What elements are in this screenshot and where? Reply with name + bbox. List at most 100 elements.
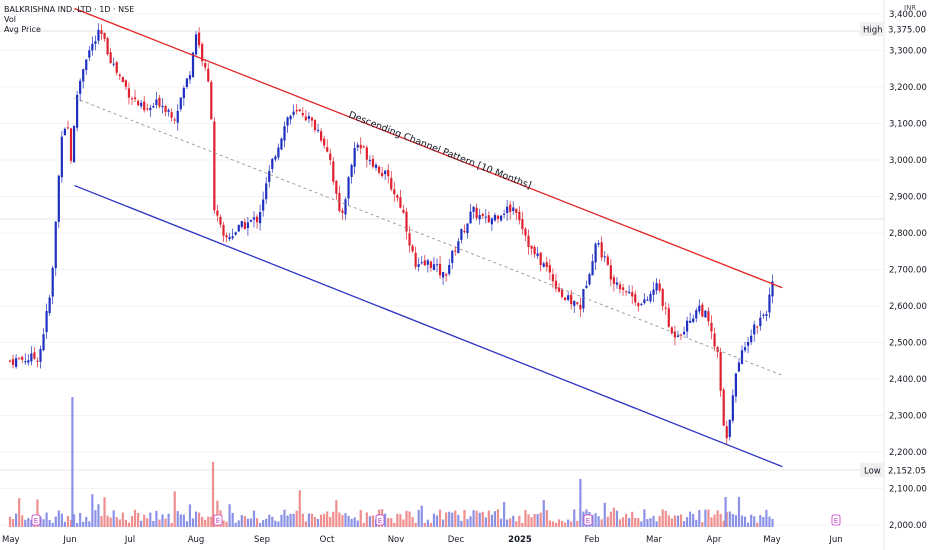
candle-body — [530, 245, 533, 249]
candle-body — [545, 262, 548, 268]
candle-body — [21, 356, 24, 360]
volume-bar — [716, 510, 719, 527]
volume-bar — [137, 512, 140, 527]
candle-body — [130, 98, 134, 100]
earnings-marker[interactable] — [31, 514, 41, 526]
volume-bar — [454, 510, 457, 527]
candle-body — [759, 317, 762, 327]
candle-body — [469, 211, 472, 224]
volume-bar — [286, 515, 289, 527]
candle-body — [88, 50, 91, 58]
volume-bar — [304, 521, 307, 527]
volume-bar — [176, 511, 179, 527]
candle-body — [213, 121, 216, 211]
candle-body — [103, 32, 106, 39]
volume-bar — [115, 517, 118, 527]
volume-bar — [698, 510, 701, 527]
symbol-title[interactable]: BALKRISHNA IND. LTD · 1D · NSE — [4, 5, 135, 14]
candle-body — [747, 342, 750, 346]
volume-bar — [762, 517, 765, 527]
candle-body — [201, 44, 204, 62]
candle-body — [655, 282, 658, 291]
volume-bar — [724, 497, 727, 527]
volume-bar — [469, 516, 472, 527]
candle-body — [259, 212, 262, 224]
volume-bar — [27, 518, 30, 527]
candle-body — [30, 353, 33, 362]
volume-bar — [198, 512, 201, 527]
volume-bar — [466, 519, 469, 527]
chart-grid — [0, 13, 884, 526]
channel-upper-trendline[interactable] — [74, 7, 783, 289]
volume-bar — [228, 504, 231, 527]
candle-body — [365, 147, 368, 160]
volume-bar — [332, 511, 335, 527]
volume-bar — [323, 513, 326, 527]
candle-body — [228, 237, 231, 240]
earnings-marker[interactable] — [375, 514, 385, 526]
volume-bar — [259, 522, 262, 527]
candle-body — [640, 303, 643, 305]
candle-body — [326, 147, 329, 152]
avg-price-indicator-label[interactable]: Avg Price — [4, 25, 41, 34]
time-axis-labels: May Jun Jul Aug Sep Oct Nov Dec 2025 Feb Mar Apr May… — [2, 535, 843, 545]
candle-body — [109, 52, 112, 64]
volume-bar — [356, 520, 359, 527]
volume-bar — [673, 515, 676, 527]
volume-bar — [634, 517, 637, 527]
volume-bar — [426, 519, 429, 527]
volume-bar — [600, 519, 603, 527]
volume-bar — [57, 510, 60, 527]
candle-body — [307, 116, 310, 119]
volume-indicator-label[interactable]: Vol — [4, 15, 16, 24]
price-tick-label: 2,300.00 — [889, 412, 927, 422]
volume-bar — [771, 518, 774, 527]
volume-bar — [118, 519, 121, 527]
candle-body — [539, 252, 542, 266]
volume-bar — [362, 522, 365, 527]
volume-bar — [45, 512, 48, 527]
candle-body — [51, 267, 54, 297]
volume-bar — [182, 514, 185, 527]
channel-mid-line[interactable] — [74, 97, 783, 376]
volume-bar — [759, 515, 762, 527]
volume-bar — [155, 510, 158, 527]
volume-bar — [85, 516, 88, 527]
candle-body — [137, 100, 140, 106]
volume-bar — [640, 521, 643, 527]
volume-bar — [307, 513, 310, 527]
low-value: 2,152.05 — [888, 467, 926, 477]
volume-bar — [655, 521, 658, 527]
channel-lower-trendline[interactable] — [74, 184, 783, 468]
candle-body — [329, 153, 332, 160]
volume-bar — [649, 518, 652, 527]
earnings-marker[interactable] — [583, 514, 593, 526]
candle-body — [554, 280, 558, 289]
volume-bar — [682, 521, 686, 527]
candle-body — [728, 419, 731, 437]
earnings-marker[interactable] — [213, 514, 223, 526]
volume-bar — [710, 517, 713, 527]
volume-bar — [246, 518, 249, 527]
volume-bar — [609, 511, 612, 527]
candle-body — [408, 233, 411, 246]
volume-bar — [42, 519, 45, 527]
volume-bar — [405, 510, 408, 527]
volume-bar — [606, 516, 609, 527]
volume-bar — [262, 520, 265, 527]
volume-bar — [658, 516, 661, 527]
currency-label: INR — [904, 4, 916, 12]
candle-body — [634, 294, 637, 303]
volume-bar — [750, 514, 753, 527]
candle-body — [94, 41, 97, 44]
price-axis[interactable]: INR — [883, 0, 932, 550]
volume-bar — [109, 517, 112, 527]
earnings-marker[interactable] — [831, 514, 841, 526]
month-label: 2025 — [508, 535, 532, 545]
volume-bar — [8, 516, 12, 527]
volume-bar — [63, 521, 66, 527]
candle-body — [463, 231, 466, 233]
candle-body — [368, 160, 371, 162]
